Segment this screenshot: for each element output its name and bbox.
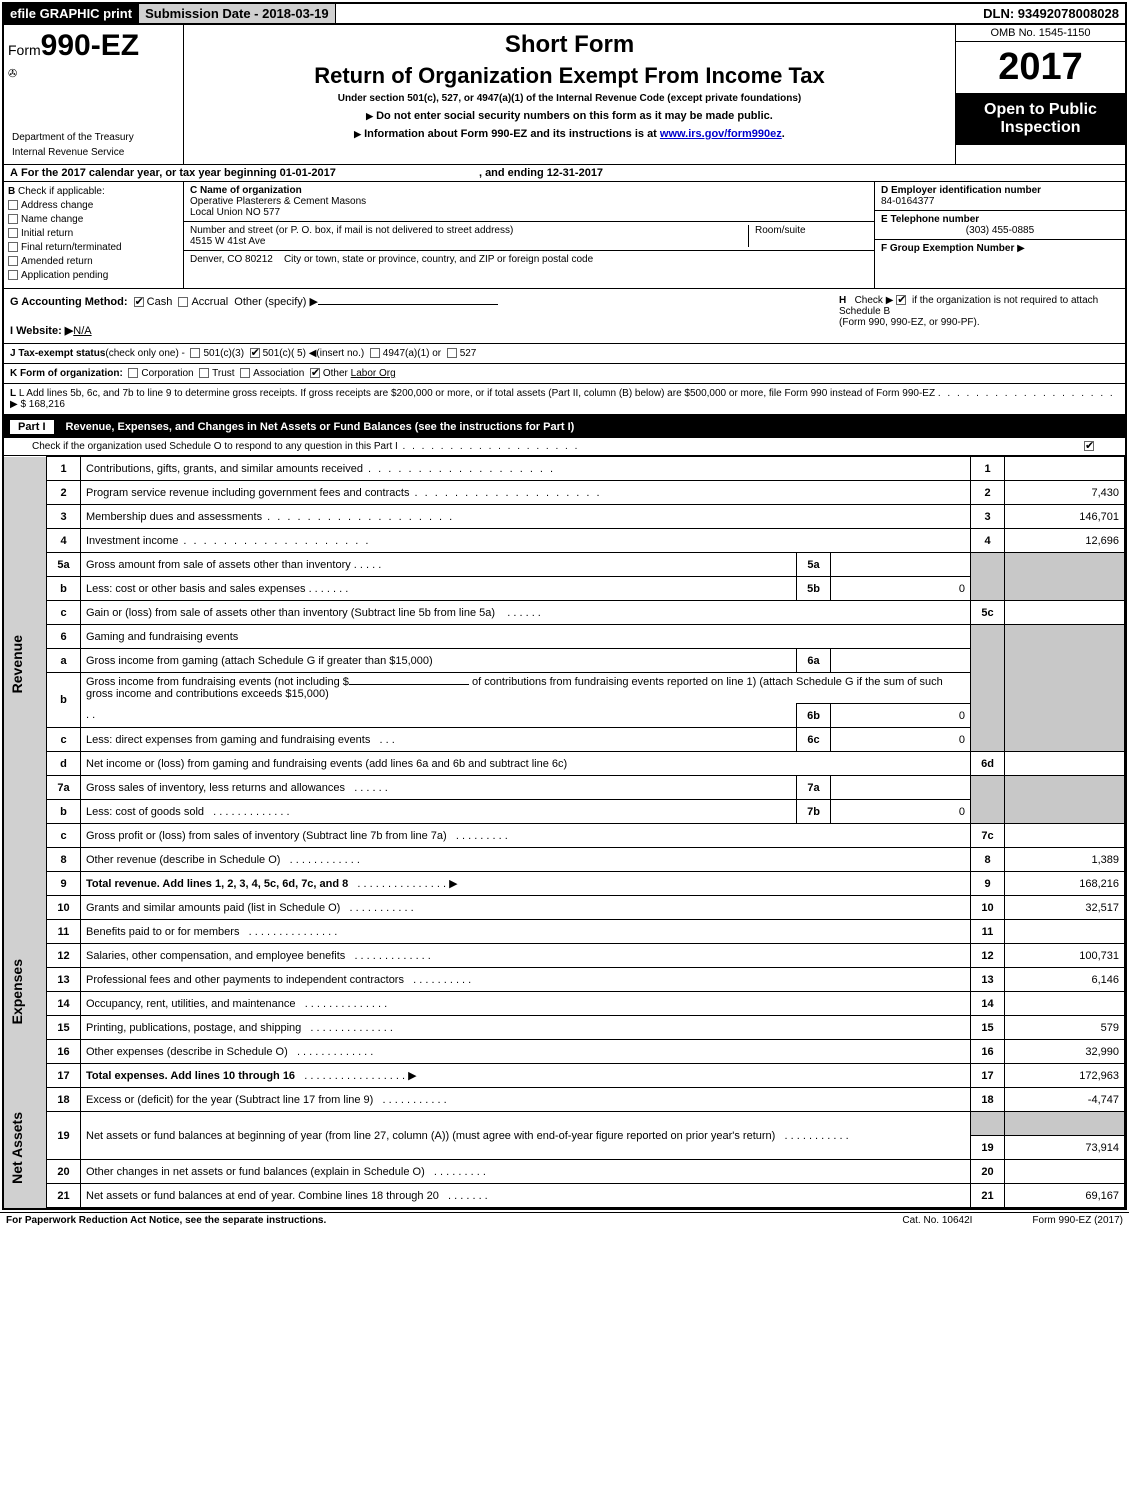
net-assets-label: Net Assets <box>9 1112 25 1184</box>
footer-left: For Paperwork Reduction Act Notice, see … <box>6 1215 326 1226</box>
irs-label: Internal Revenue Service <box>8 145 179 160</box>
cb-final-return[interactable]: Final return/terminated <box>8 242 179 253</box>
d-value: 84-0164377 <box>881 196 934 207</box>
line-a-prefix: A <box>10 167 18 179</box>
cb-cash[interactable] <box>134 297 144 307</box>
expenses-label: Expenses <box>9 959 25 1024</box>
b-label: B <box>8 186 15 197</box>
form-number: 990-EZ <box>41 29 139 62</box>
k-other-value: Labor Org <box>351 368 396 379</box>
tax-year: 2017 <box>956 42 1125 93</box>
footer-form-ref: Form 990-EZ (2017) <box>1032 1215 1123 1226</box>
k-label: K Form of organization: <box>10 368 123 379</box>
j-label: J Tax-exempt status <box>10 348 105 359</box>
open-to-public: Open to Public Inspection <box>956 93 1125 145</box>
info-about: Information about Form 990-EZ and its in… <box>364 128 660 140</box>
line-a-text: For the 2017 calendar year, or tax year … <box>21 167 336 179</box>
c-label: C Name of organization <box>190 185 302 196</box>
cb-name-change[interactable]: Name change <box>8 214 179 225</box>
info-link[interactable]: www.irs.gov/form990ez <box>660 128 782 140</box>
footer-cat-no: Cat. No. 10642I <box>902 1215 972 1226</box>
return-title: Return of Organization Exempt From Incom… <box>196 63 943 89</box>
dept-treasury: Department of the Treasury <box>8 130 179 145</box>
cb-initial-return[interactable]: Initial return <box>8 228 179 239</box>
g-label: G Accounting Method: <box>10 296 128 308</box>
part1-subhead: Check if the organization used Schedule … <box>4 438 1125 456</box>
section-j: J Tax-exempt status(check only one) - 50… <box>4 344 1125 364</box>
city: Denver, CO 80212 <box>190 254 273 265</box>
cb-trust[interactable] <box>199 368 209 378</box>
city-label: City or town, state or province, country… <box>284 254 593 265</box>
l-text: L Add lines 5b, 6c, and 7b to line 9 to … <box>19 388 935 399</box>
room-label: Room/suite <box>748 225 868 247</box>
efile-label: efile GRAPHIC print <box>4 4 139 23</box>
do-not-enter: Do not enter social security numbers on … <box>376 110 773 122</box>
cb-accrual[interactable] <box>178 297 188 307</box>
arrow-icon <box>354 128 364 140</box>
dln: DLN: 93492078008028 <box>977 4 1125 23</box>
org-name1: Operative Plasterers & Cement Masons <box>190 196 366 207</box>
cb-527[interactable] <box>447 348 457 358</box>
g-other: Other (specify) ▶ <box>234 296 318 308</box>
line-a: A For the 2017 calendar year, or tax yea… <box>4 165 1125 182</box>
e-label: E Telephone number <box>881 214 979 225</box>
cb-corp[interactable] <box>128 368 138 378</box>
section-b: B Check if applicable: Address change Na… <box>4 182 1125 289</box>
form-prefix: Form <box>8 42 41 58</box>
section-k: K Form of organization: Corporation Trus… <box>4 364 1125 384</box>
short-form-title: Short Form <box>196 31 943 59</box>
street-label: Number and street (or P. O. box, if mail… <box>190 225 513 236</box>
line-a-ending: , and ending 12-31-2017 <box>479 167 603 179</box>
part1-label: Part I <box>10 420 54 434</box>
cb-assoc[interactable] <box>240 368 250 378</box>
cb-h[interactable] <box>896 295 906 305</box>
part1-title: Revenue, Expenses, and Changes in Net As… <box>66 421 575 433</box>
cb-other-org[interactable] <box>310 368 320 378</box>
e-value: (303) 455-0885 <box>881 225 1119 236</box>
footer: For Paperwork Reduction Act Notice, see … <box>0 1212 1129 1228</box>
l-amount: $ 168,216 <box>20 399 65 410</box>
omb-number: OMB No. 1545-1150 <box>956 25 1125 42</box>
section-l: L L Add lines 5b, 6c, and 7b to line 9 t… <box>4 384 1125 416</box>
h-label: H <box>839 295 846 306</box>
section-g: G Accounting Method: Cash Accrual Other … <box>4 289 1125 344</box>
cb-address-change[interactable]: Address change <box>8 200 179 211</box>
d-label: D Employer identification number <box>881 185 1041 196</box>
org-name2: Local Union NO 577 <box>190 207 280 218</box>
irs-seal-icon: ✇ <box>8 67 179 80</box>
check-if: Check if applicable: <box>18 186 105 197</box>
f-label: F Group Exemption Number <box>881 243 1014 254</box>
under-section: Under section 501(c), 527, or 4947(a)(1)… <box>196 93 943 104</box>
cb-amended-return[interactable]: Amended return <box>8 256 179 267</box>
revenue-label: Revenue <box>9 635 25 693</box>
arrow-icon <box>366 110 376 122</box>
part1-header: Part I Revenue, Expenses, and Changes in… <box>4 416 1125 438</box>
form-990ez: efile GRAPHIC print Submission Date - 20… <box>2 2 1127 1210</box>
cb-schedule-o[interactable] <box>1084 441 1094 451</box>
cb-501c[interactable] <box>250 348 260 358</box>
h-check: Check ▶ <box>855 295 894 306</box>
header-row: Form990-EZ ✇ Department of the Treasury … <box>4 25 1125 165</box>
cb-application-pending[interactable]: Application pending <box>8 270 179 281</box>
h-text2: (Form 990, 990-EZ, or 990-PF). <box>839 317 980 328</box>
street: 4515 W 41st Ave <box>190 236 265 247</box>
submission-date: Submission Date - 2018-03-19 <box>139 4 336 23</box>
cb-501c3[interactable] <box>190 348 200 358</box>
top-bar: efile GRAPHIC print Submission Date - 20… <box>4 4 1125 25</box>
i-label: I Website: ▶ <box>10 325 73 337</box>
f-arrow: ▶ <box>1017 243 1025 254</box>
i-value: N/A <box>73 325 91 337</box>
lines-table: Revenue 1Contributions, gifts, grants, a… <box>4 456 1125 1208</box>
cb-4947[interactable] <box>370 348 380 358</box>
